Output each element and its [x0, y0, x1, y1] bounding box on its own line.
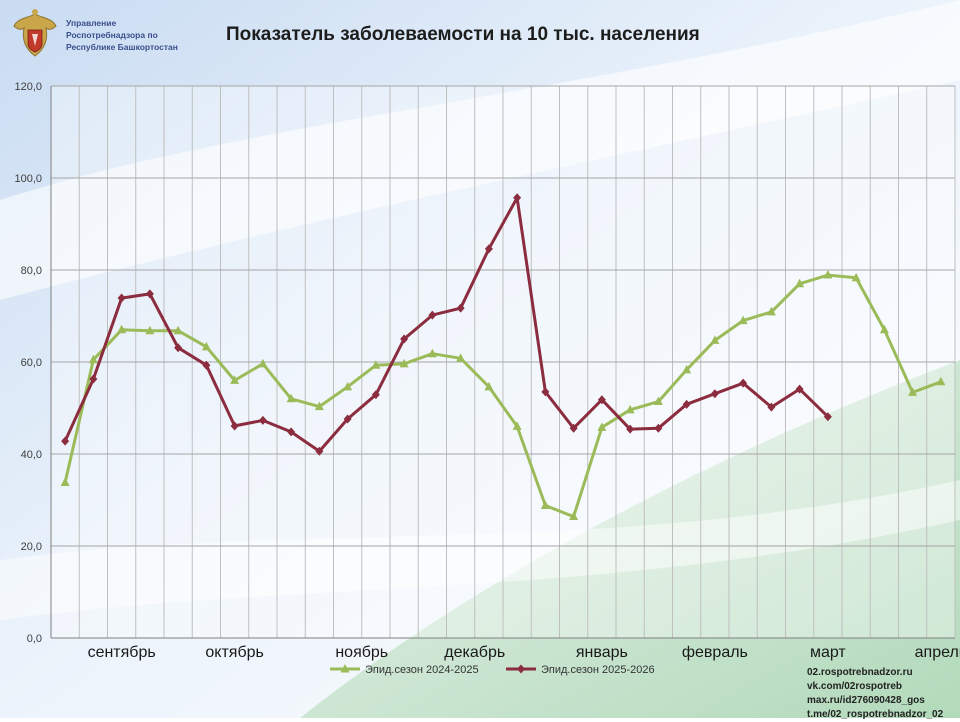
data-point — [286, 393, 296, 403]
y-tick-label: 0,0 — [27, 633, 42, 645]
data-point — [597, 422, 607, 431]
data-point — [117, 324, 127, 334]
y-tick-label: 80,0 — [21, 265, 42, 277]
y-tick-label: 60,0 — [21, 357, 42, 369]
data-point — [739, 378, 748, 388]
legend-label: Эпид.сезон 2024-2025 — [365, 664, 479, 676]
data-point — [201, 341, 211, 351]
data-point — [145, 289, 154, 299]
data-point — [653, 396, 663, 406]
organization-name: Управление Роспотребнадзора по Республик… — [66, 17, 178, 53]
data-point — [513, 193, 522, 203]
data-point — [230, 375, 240, 384]
org-line-1: Управление — [66, 18, 117, 28]
legend-label: Эпид.сезон 2025-2026 — [541, 664, 655, 676]
data-point — [625, 404, 635, 414]
data-point — [908, 387, 918, 396]
data-point — [484, 244, 493, 254]
data-point — [428, 310, 437, 320]
data-point — [456, 303, 465, 313]
data-point — [512, 421, 522, 430]
data-point — [89, 374, 98, 384]
y-tick-label: 40,0 — [21, 449, 42, 461]
data-point — [540, 500, 550, 510]
legend-marker — [517, 664, 525, 674]
data-point — [569, 511, 579, 521]
data-point — [767, 402, 776, 412]
data-point — [88, 354, 98, 364]
footer-links: 02.rospotrebnadzor.ru vk.com/02rospotreb… — [807, 666, 943, 722]
data-point — [626, 424, 635, 434]
data-point — [795, 278, 805, 288]
x-month-label: апрель — [915, 644, 960, 661]
data-point — [173, 325, 183, 335]
data-point — [371, 360, 381, 369]
data-point — [766, 306, 776, 316]
series-line — [63, 196, 830, 453]
data-point — [795, 384, 804, 394]
data-point — [371, 390, 380, 400]
link-vk[interactable]: vk.com/02rospotreb — [807, 681, 903, 692]
data-point — [879, 324, 889, 334]
link-telegram[interactable]: t.me/02_rospotrebnadzor_02 — [807, 709, 944, 720]
x-month-label: февраль — [682, 644, 748, 661]
org-line-2: Роспотребнадзора по — [66, 30, 158, 40]
data-point — [484, 381, 494, 391]
data-point — [710, 335, 720, 344]
link-max[interactable]: max.ru/id276090428_gos — [807, 695, 925, 706]
page-title: Показатель заболеваемости на 10 тыс. нас… — [226, 24, 700, 45]
data-point — [569, 423, 578, 433]
data-point — [682, 364, 692, 374]
y-tick-label: 120,0 — [14, 81, 42, 93]
data-point — [230, 421, 239, 431]
data-point — [258, 358, 268, 368]
data-point — [597, 395, 606, 405]
data-point — [936, 376, 946, 386]
data-point — [682, 399, 691, 409]
data-point — [117, 293, 126, 303]
data-point — [202, 360, 211, 370]
data-point — [823, 270, 833, 279]
x-month-label: декабрь — [444, 644, 505, 661]
data-point — [287, 427, 296, 437]
data-point — [61, 436, 70, 446]
y-tick-label: 100,0 — [14, 173, 42, 185]
link-website[interactable]: 02.rospotrebnadzor.ru — [807, 667, 913, 678]
series-line — [63, 273, 943, 519]
data-point — [174, 343, 183, 353]
x-month-label: январь — [576, 644, 628, 661]
data-point — [314, 401, 324, 411]
y-tick-label: 20,0 — [21, 541, 42, 553]
x-month-label: март — [810, 644, 846, 661]
data-point — [851, 272, 861, 282]
emblem-icon — [13, 9, 57, 57]
data-point — [400, 334, 409, 344]
data-point — [258, 415, 267, 425]
x-month-label: октябрь — [205, 644, 263, 661]
data-point — [541, 387, 550, 397]
data-point — [654, 423, 663, 433]
data-point — [60, 477, 70, 487]
data-point — [399, 358, 409, 368]
data-point — [738, 315, 748, 325]
data-point — [823, 412, 832, 422]
data-point — [427, 348, 437, 358]
data-point — [315, 446, 324, 456]
org-line-3: Республике Башкортостан — [66, 42, 178, 52]
data-point — [343, 414, 352, 424]
data-point — [343, 381, 353, 391]
legend-marker — [340, 664, 350, 673]
x-month-label: ноябрь — [335, 644, 388, 661]
x-month-label: сентябрь — [88, 644, 156, 661]
data-point — [145, 325, 155, 335]
data-point — [456, 353, 466, 362]
data-point — [710, 389, 719, 399]
